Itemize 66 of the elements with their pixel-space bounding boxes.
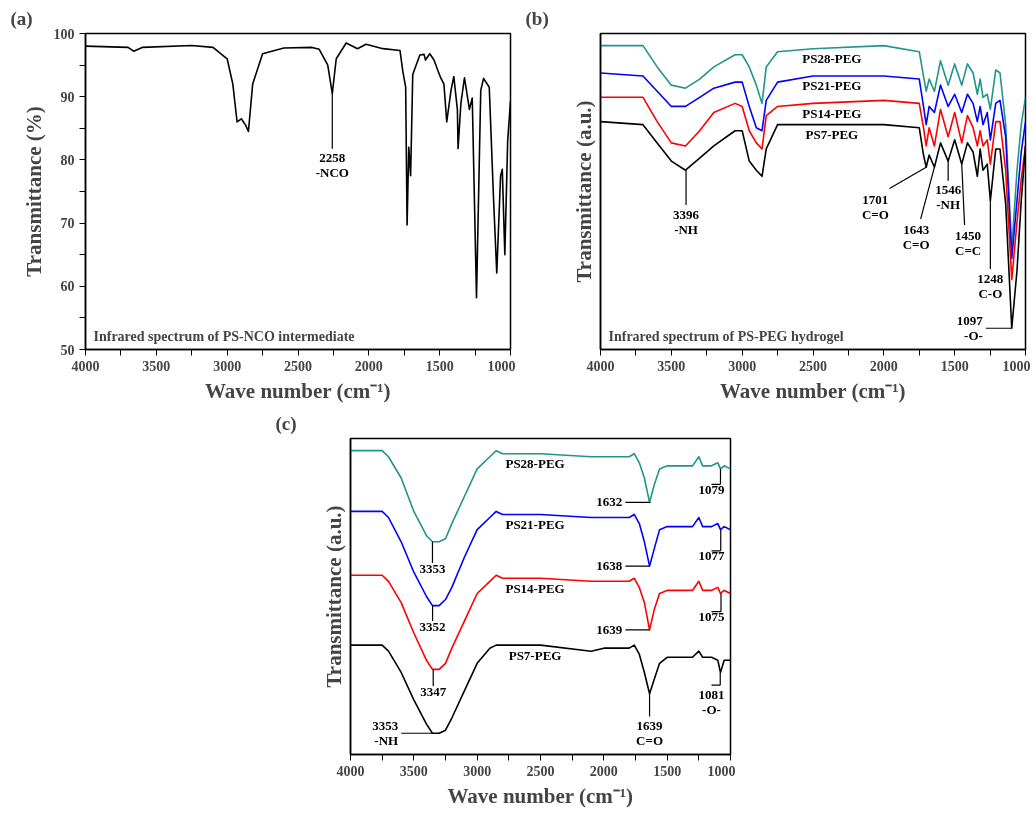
x-tick-label: 1500: [425, 358, 454, 374]
series-label: PS7-PEG: [508, 647, 562, 663]
y-axis-title: Transmittance (%): [21, 106, 46, 277]
x-tick-label: 3000: [728, 358, 757, 374]
x-tick-label: 3500: [142, 358, 171, 374]
x-tick-label: 2000: [869, 358, 898, 374]
y-axis-title: Transmittance (a.u.): [321, 505, 346, 688]
series-label: PS21-PEG: [802, 78, 862, 94]
annotation: 1638: [596, 558, 623, 574]
annotation: 1075: [698, 609, 725, 625]
annotation: 1546 -NH: [935, 182, 962, 213]
series-label: PS14-PEG: [505, 580, 565, 596]
x-tick-label: 3000: [213, 358, 242, 374]
y-tick-label: 50: [60, 342, 75, 358]
annotation: 1248 C-O: [977, 270, 1004, 301]
annotation: Infrared spectrum of PS-PEG hydrogel: [608, 328, 844, 344]
annotation: 3353: [419, 560, 446, 576]
x-tick-label: 1000: [1002, 358, 1031, 374]
annotation: 1077: [698, 548, 725, 564]
x-tick-label: 4000: [336, 763, 365, 779]
series-label: PS28-PEG: [505, 456, 565, 472]
x-tick-label: 1500: [653, 763, 682, 779]
annotation: 1639: [596, 621, 623, 637]
series-label: PS21-PEG: [505, 516, 565, 532]
annotation: 1639 C=O: [636, 718, 664, 749]
x-tick-label: 2500: [526, 763, 555, 779]
annotation: 2258 -NCO: [315, 150, 349, 181]
annotation: 1081 -O-: [698, 686, 725, 717]
annotation: 1079: [698, 481, 725, 497]
series-label: PS7-PEG: [805, 127, 859, 143]
x-tick-label: 1500: [940, 358, 969, 374]
chart-title: (c): [275, 412, 297, 435]
x-tick-label: 3500: [399, 763, 428, 779]
annotation: 1632: [596, 494, 623, 510]
y-tick-label: 80: [60, 152, 75, 168]
y-tick-label: 90: [60, 89, 75, 105]
y-tick-label: 60: [60, 279, 75, 295]
annotation: 1643 C=O: [902, 221, 930, 252]
y-tick-label: 100: [53, 26, 75, 42]
annotation: 3353 -NH: [372, 718, 399, 749]
x-tick-label: 2500: [799, 358, 827, 374]
chart-title: (a): [10, 7, 33, 30]
annotation: 3396 -NH: [673, 206, 700, 237]
y-axis-title: Transmittance (a.u.): [571, 100, 596, 283]
x-tick-label: 4000: [71, 358, 100, 374]
x-tick-label: 1000: [487, 358, 516, 374]
series-label: PS28-PEG: [802, 51, 862, 67]
chart-title: (b): [525, 7, 549, 30]
annotation: 3352: [419, 618, 446, 634]
x-tick-label: 2500: [284, 358, 312, 374]
annotation: 1097 -O-: [956, 313, 984, 344]
x-axis-title: Wave number (cm⁻¹): [447, 783, 634, 808]
x-axis-title: Wave number (cm⁻¹): [205, 378, 391, 403]
x-axis-title: Wave number (cm⁻¹): [720, 378, 906, 403]
annotation: 1450 C=C: [955, 227, 982, 258]
x-tick-label: 3000: [463, 763, 492, 779]
annotation: Infrared spectrum of PS-NCO intermediate: [93, 328, 355, 344]
x-tick-label: 2000: [354, 358, 383, 374]
y-tick-label: 70: [60, 216, 75, 232]
series-label: PS14-PEG: [802, 105, 862, 121]
x-tick-label: 3500: [657, 358, 686, 374]
annotation: 3347: [420, 683, 447, 699]
x-tick-label: 4000: [586, 358, 615, 374]
annotation: 1701 C=O: [861, 191, 889, 222]
x-tick-label: 1000: [707, 763, 736, 779]
x-tick-label: 2000: [589, 763, 618, 779]
